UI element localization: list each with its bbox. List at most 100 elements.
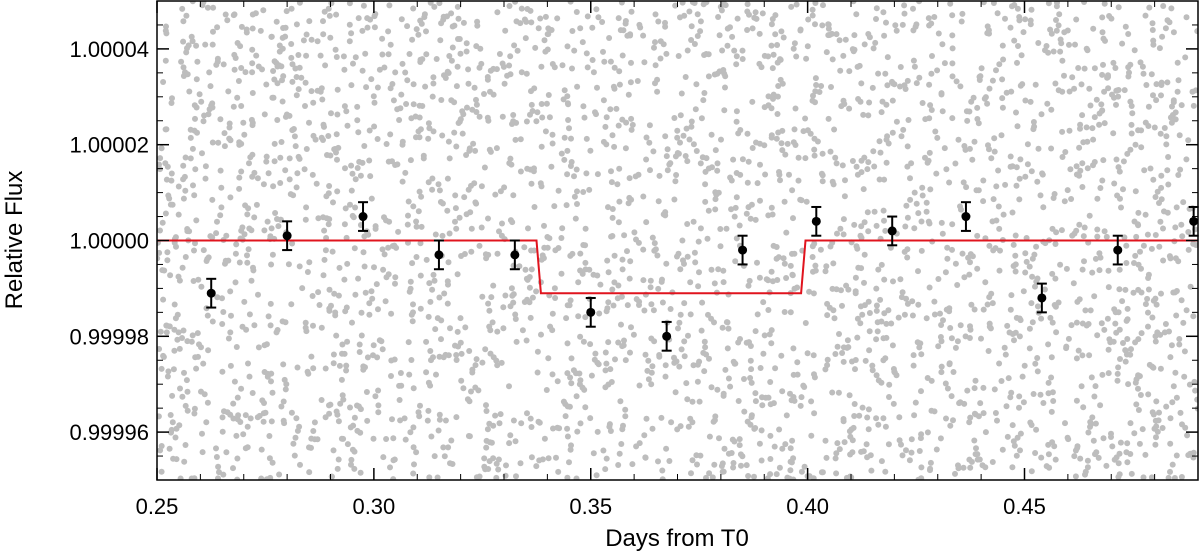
- raw-point: [326, 307, 333, 314]
- raw-point: [1135, 385, 1141, 392]
- raw-point: [1169, 461, 1176, 468]
- raw-point: [813, 82, 820, 88]
- binned-point: [433, 239, 444, 271]
- raw-point: [458, 350, 465, 357]
- raw-point: [427, 298, 434, 305]
- raw-point: [1150, 176, 1157, 183]
- raw-point: [1092, 383, 1099, 390]
- raw-point: [448, 57, 455, 64]
- raw-point: [356, 341, 363, 348]
- raw-point: [873, 302, 880, 309]
- raw-point: [864, 166, 871, 173]
- raw-point: [249, 90, 256, 96]
- binned-marker: [206, 288, 216, 298]
- raw-point: [606, 35, 613, 41]
- raw-point: [405, 198, 412, 205]
- raw-point: [209, 41, 216, 48]
- raw-point: [1063, 265, 1070, 272]
- raw-point: [483, 408, 490, 414]
- raw-point: [223, 232, 230, 239]
- raw-point: [1132, 188, 1139, 195]
- raw-point: [336, 264, 343, 271]
- raw-point: [296, 64, 303, 71]
- raw-point: [444, 13, 450, 20]
- raw-point: [326, 286, 333, 293]
- raw-point: [600, 97, 607, 104]
- raw-point: [1057, 48, 1064, 55]
- raw-point: [1159, 425, 1166, 431]
- raw-point: [901, 2, 908, 9]
- raw-point: [368, 288, 375, 295]
- raw-point: [775, 254, 782, 261]
- raw-point: [773, 135, 780, 142]
- raw-point: [218, 184, 225, 191]
- raw-point: [1091, 159, 1098, 165]
- raw-point: [288, 5, 295, 12]
- raw-point: [348, 461, 354, 468]
- raw-point: [1181, 373, 1188, 380]
- raw-point: [627, 79, 634, 86]
- raw-point: [688, 123, 695, 130]
- raw-point: [875, 377, 882, 384]
- raw-point: [1030, 119, 1037, 125]
- raw-point: [168, 177, 175, 184]
- raw-point: [988, 155, 995, 162]
- raw-point: [158, 145, 165, 152]
- raw-point: [843, 282, 850, 289]
- raw-point: [778, 140, 785, 147]
- binned-point: [887, 215, 898, 247]
- raw-point: [469, 366, 476, 373]
- raw-point: [790, 215, 796, 222]
- raw-point: [1167, 468, 1173, 475]
- raw-point: [487, 88, 493, 95]
- raw-point: [869, 362, 876, 369]
- raw-point: [1094, 195, 1101, 202]
- raw-point: [616, 81, 623, 88]
- raw-point: [221, 143, 228, 150]
- raw-point: [724, 42, 731, 49]
- raw-point: [192, 240, 198, 247]
- raw-point: [567, 374, 574, 381]
- raw-point: [640, 32, 647, 39]
- raw-point: [607, 106, 614, 113]
- raw-point: [464, 104, 470, 111]
- raw-point: [760, 350, 767, 357]
- raw-point: [563, 202, 570, 209]
- raw-point: [527, 314, 534, 321]
- raw-point: [277, 180, 284, 186]
- raw-point: [875, 266, 882, 273]
- raw-point: [1065, 436, 1072, 443]
- raw-point: [823, 49, 830, 56]
- raw-point: [1096, 250, 1103, 257]
- raw-point: [738, 462, 744, 469]
- raw-point: [320, 272, 327, 279]
- raw-point: [244, 259, 251, 266]
- raw-point: [714, 386, 721, 393]
- raw-point: [1173, 312, 1180, 319]
- raw-point: [245, 246, 252, 253]
- raw-point: [1115, 364, 1122, 371]
- raw-point: [837, 225, 844, 232]
- raw-point: [827, 148, 834, 155]
- raw-point: [1055, 299, 1062, 306]
- raw-point: [423, 256, 430, 263]
- raw-point: [473, 101, 480, 108]
- raw-point: [204, 4, 211, 11]
- raw-point: [910, 362, 917, 369]
- raw-point: [678, 346, 685, 353]
- raw-point: [370, 342, 377, 349]
- raw-point: [685, 332, 691, 339]
- raw-point: [1135, 261, 1142, 268]
- y-tick-label: 1.00002: [69, 133, 149, 158]
- raw-point: [787, 262, 794, 269]
- raw-point: [1163, 141, 1170, 148]
- raw-point: [293, 92, 300, 99]
- binned-data-points: [206, 201, 1199, 352]
- raw-point: [890, 278, 896, 285]
- raw-point: [573, 9, 580, 15]
- raw-point: [405, 339, 412, 346]
- raw-point: [789, 437, 796, 444]
- raw-point: [1016, 333, 1023, 340]
- raw-point: [904, 143, 911, 150]
- raw-point: [772, 12, 779, 19]
